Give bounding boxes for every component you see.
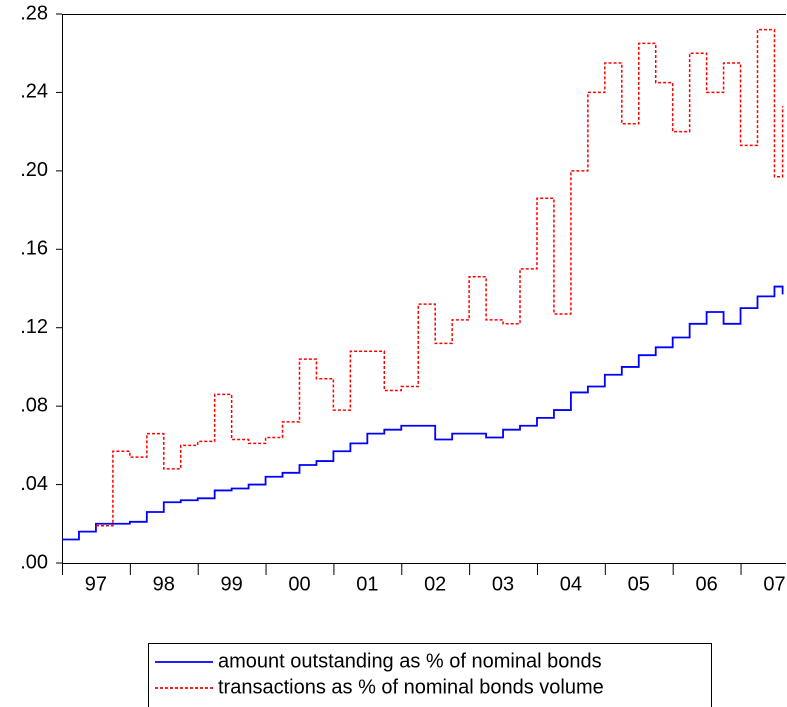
x-tick-label: 01 — [356, 573, 378, 595]
y-tick-label: .00 — [20, 551, 48, 573]
x-tick-label: 97 — [85, 573, 107, 595]
x-tick-label: 07 — [763, 573, 785, 595]
x-tick-label: 00 — [288, 573, 310, 595]
y-tick-label: .20 — [20, 159, 48, 181]
legend-box — [148, 643, 712, 707]
x-tick-label: 02 — [424, 573, 446, 595]
y-tick-label: .28 — [20, 2, 48, 24]
legend-label: amount outstanding as % of nominal bonds — [218, 650, 602, 672]
y-tick-label: .16 — [20, 238, 48, 260]
x-tick-label: 98 — [153, 573, 175, 595]
x-tick-label: 05 — [628, 573, 650, 595]
y-tick-label: .12 — [20, 316, 48, 338]
x-tick-label: 03 — [492, 573, 514, 595]
series-line — [62, 285, 784, 541]
x-tick-label: 99 — [221, 573, 243, 595]
y-tick-label: .04 — [20, 473, 48, 495]
x-tick-label: 06 — [695, 573, 717, 595]
x-tick-label: 04 — [560, 573, 582, 595]
y-tick-label: .24 — [20, 81, 48, 103]
y-tick-label: .08 — [20, 394, 48, 416]
series-line — [95, 28, 784, 527]
legend-label: transactions as % of nominal bonds volum… — [218, 676, 604, 698]
